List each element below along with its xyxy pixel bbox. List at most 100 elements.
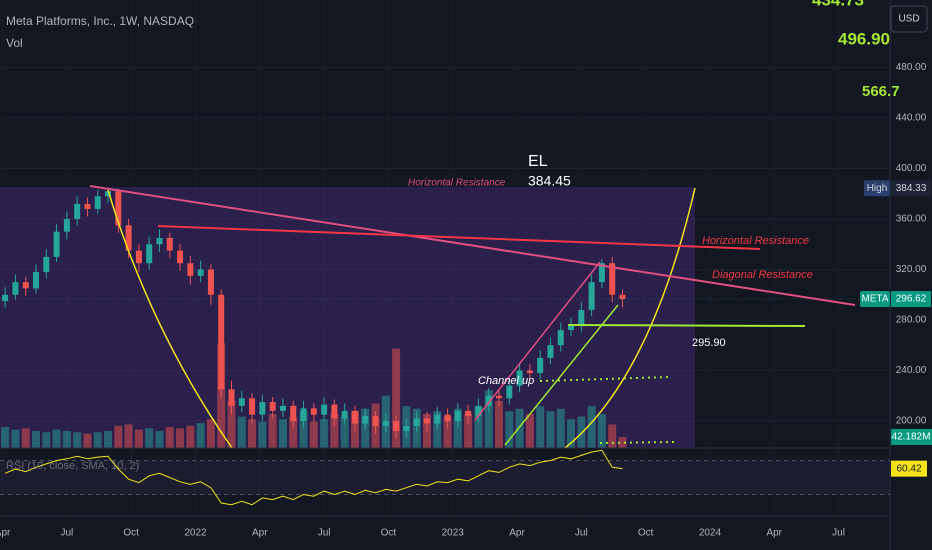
candle-body xyxy=(403,426,410,432)
volume-bar xyxy=(546,411,555,448)
candle-body xyxy=(362,415,369,424)
volume-bar xyxy=(21,428,30,448)
x-tick-label: Oct xyxy=(123,528,139,539)
candle-body xyxy=(290,405,297,421)
candle-body xyxy=(300,408,307,421)
candle-body xyxy=(269,402,276,411)
candle-body xyxy=(526,370,533,374)
x-tick-label: Apr xyxy=(0,528,11,539)
volume-bar xyxy=(124,424,133,448)
volume-bar xyxy=(104,430,113,448)
x-tick-label: 2024 xyxy=(699,528,722,539)
dotted-line xyxy=(539,376,671,382)
candle-body xyxy=(74,203,81,220)
candle-body xyxy=(321,404,328,415)
annotation: 434.73 xyxy=(812,0,864,9)
currency[interactable]: USD xyxy=(898,14,919,25)
x-tick-label: Apr xyxy=(252,528,268,539)
diagonal-resistance xyxy=(89,185,856,306)
candle-body xyxy=(197,269,204,276)
horizontal-resistance xyxy=(157,225,761,250)
volume-bar xyxy=(567,419,576,448)
volume-bar xyxy=(484,390,493,448)
volume-bar xyxy=(340,416,349,448)
volume-bar xyxy=(268,413,277,448)
candle-body xyxy=(279,405,286,411)
volume-bar xyxy=(145,428,154,448)
annotation: 384.45 xyxy=(528,173,571,189)
last-price: 296.62 xyxy=(896,294,927,305)
rsi-value: 60.42 xyxy=(896,463,921,474)
annotation: 295.90 xyxy=(692,337,726,349)
x-tick-label: Apr xyxy=(509,528,525,539)
candle-body xyxy=(609,263,616,295)
volume-bar xyxy=(62,430,71,448)
candle-body xyxy=(382,420,389,427)
x-tick-label: Jul xyxy=(318,528,331,539)
rsi-line xyxy=(4,449,623,506)
y-tick-label: 240.00 xyxy=(896,365,927,376)
candle-body xyxy=(331,404,338,419)
channel-line xyxy=(474,261,601,421)
candle-body xyxy=(259,402,266,415)
candle-body xyxy=(568,325,575,331)
volume-bar xyxy=(525,413,534,448)
candle-body xyxy=(413,418,420,427)
x-tick-label: Oct xyxy=(381,528,397,539)
rsi-title: RSI (10, close, SMA, 10, 2) xyxy=(6,460,139,472)
x-tick-label: 2023 xyxy=(442,528,465,539)
annotation: Horizontal Resistance xyxy=(702,235,809,247)
cup-curve xyxy=(564,187,696,449)
volume-bar xyxy=(227,400,236,448)
volume-bar xyxy=(206,419,215,448)
support-line xyxy=(567,324,806,327)
candle-body xyxy=(547,345,554,358)
symbol-title: Meta Platforms, Inc., 1W, NASDAQ xyxy=(6,14,194,28)
candle-body xyxy=(84,203,91,209)
volume-bar xyxy=(495,400,504,448)
x-tick-label: 2022 xyxy=(184,528,207,539)
channel-line xyxy=(504,304,619,446)
annotation: Channel up xyxy=(478,375,534,387)
annotation: 496.90 xyxy=(838,29,890,48)
y-tick-label: 400.00 xyxy=(896,163,927,174)
candles xyxy=(2,188,626,439)
candle-body xyxy=(578,309,585,326)
candle-body xyxy=(2,294,9,302)
volume-bar xyxy=(11,429,20,448)
volume-bar xyxy=(587,406,596,448)
volume-bar xyxy=(278,419,287,448)
candle-body xyxy=(434,414,441,424)
candle-body xyxy=(619,294,626,300)
y-tick-label: 360.00 xyxy=(896,214,927,225)
price-axis xyxy=(890,0,932,550)
candle-body xyxy=(557,330,564,346)
rsi-value-box xyxy=(891,460,927,477)
volume-bar xyxy=(83,433,92,448)
candle-body xyxy=(598,263,605,283)
volume-bar xyxy=(196,423,205,448)
high-tag-label: High xyxy=(867,183,888,194)
volume-bar xyxy=(134,429,143,448)
candle-body xyxy=(588,282,595,310)
candle-body xyxy=(187,263,194,276)
symbol-tag xyxy=(860,291,890,308)
candle-body xyxy=(146,244,153,264)
x-tick-label: Oct xyxy=(638,528,654,539)
last-volume: 42.182M xyxy=(892,432,931,443)
candle-body xyxy=(516,370,523,386)
candle-body xyxy=(372,415,379,427)
candle-body xyxy=(12,282,19,295)
volume-bar xyxy=(52,429,61,448)
dotted-line xyxy=(599,441,676,444)
candle-body xyxy=(43,256,50,273)
y-tick-label: 280.00 xyxy=(896,315,927,326)
x-tick-label: Jul xyxy=(575,528,588,539)
high-value: 384.33 xyxy=(896,183,927,194)
volume-bar xyxy=(536,406,545,448)
candle-body xyxy=(135,250,142,264)
currency-button[interactable] xyxy=(890,5,928,33)
candle-body xyxy=(537,357,544,374)
volume-bar xyxy=(73,432,82,448)
